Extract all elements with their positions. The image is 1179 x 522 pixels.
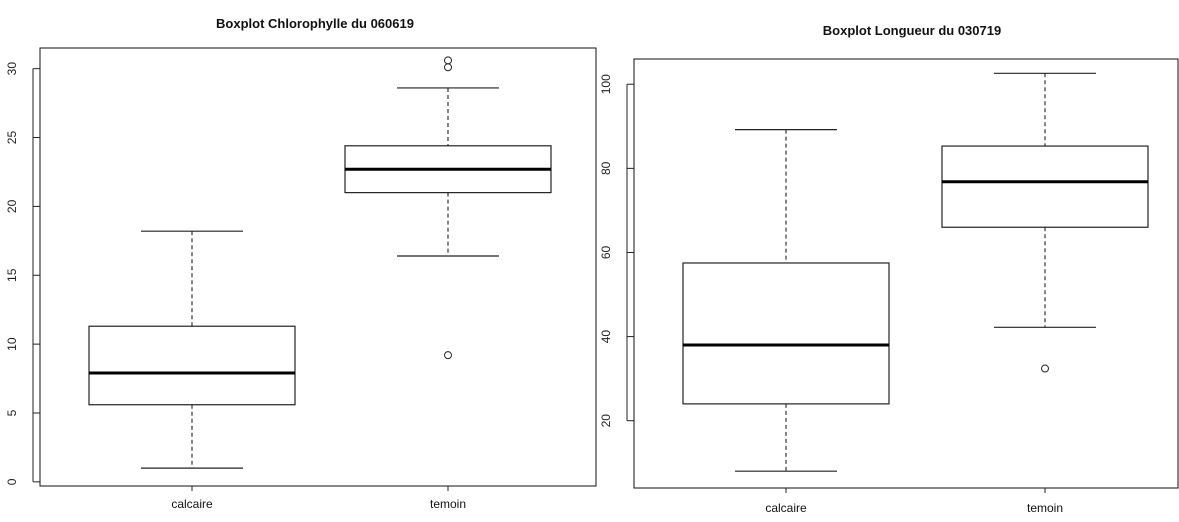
y-axis: 20 40 60 80 100 <box>599 74 634 427</box>
category-label: temoin <box>1027 501 1063 515</box>
outlier-point <box>1041 364 1049 373</box>
chart-title: Boxplot Chlorophylle du 060619 <box>216 16 414 31</box>
y-tick-label: 20 <box>599 414 613 428</box>
y-tick-label: 20 <box>5 199 19 213</box>
category-label: calcaire <box>765 501 807 515</box>
y-tick-label: 30 <box>5 62 19 76</box>
box-temoin <box>344 56 552 360</box>
y-tick-label: 25 <box>5 131 19 145</box>
box-calcaire <box>88 230 296 469</box>
outlier-point <box>444 63 452 72</box>
boxes-layer <box>682 72 1149 472</box>
y-tick-label: 40 <box>599 330 613 344</box>
y-tick-label: 80 <box>599 161 613 175</box>
box-iqr <box>682 262 890 405</box>
category-label: temoin <box>430 497 466 511</box>
y-tick-label: 0 <box>5 478 19 485</box>
box-temoin <box>941 72 1149 373</box>
plot-frame <box>39 47 597 487</box>
boxplot-chart-chlorophylle: Boxplot Chlorophylle du 060619 0 5 10 15 20 2… <box>5 16 597 511</box>
outlier-point <box>444 351 452 360</box>
box-calcaire <box>682 129 890 472</box>
category-label: calcaire <box>171 497 213 511</box>
y-tick-label: 5 <box>5 409 19 416</box>
boxes-layer <box>88 56 552 469</box>
x-axis: calcaire temoin <box>765 488 1063 515</box>
y-axis: 0 5 10 15 20 25 30 <box>5 62 40 485</box>
box-iqr <box>88 325 296 406</box>
y-tick-label: 100 <box>599 74 613 94</box>
y-tick-label: 15 <box>5 268 19 282</box>
outlier-point <box>444 56 452 65</box>
box-iqr <box>941 145 1149 228</box>
y-tick-label: 10 <box>5 337 19 351</box>
y-tick-label: 60 <box>599 245 613 259</box>
x-axis: calcaire temoin <box>171 486 466 511</box>
chart-title: Boxplot Longueur du 030719 <box>823 23 1001 38</box>
plot-frame <box>633 58 1179 489</box>
boxplot-chart-longueur: Boxplot Longueur du 030719 20 40 60 80 100 c… <box>599 23 1179 515</box>
